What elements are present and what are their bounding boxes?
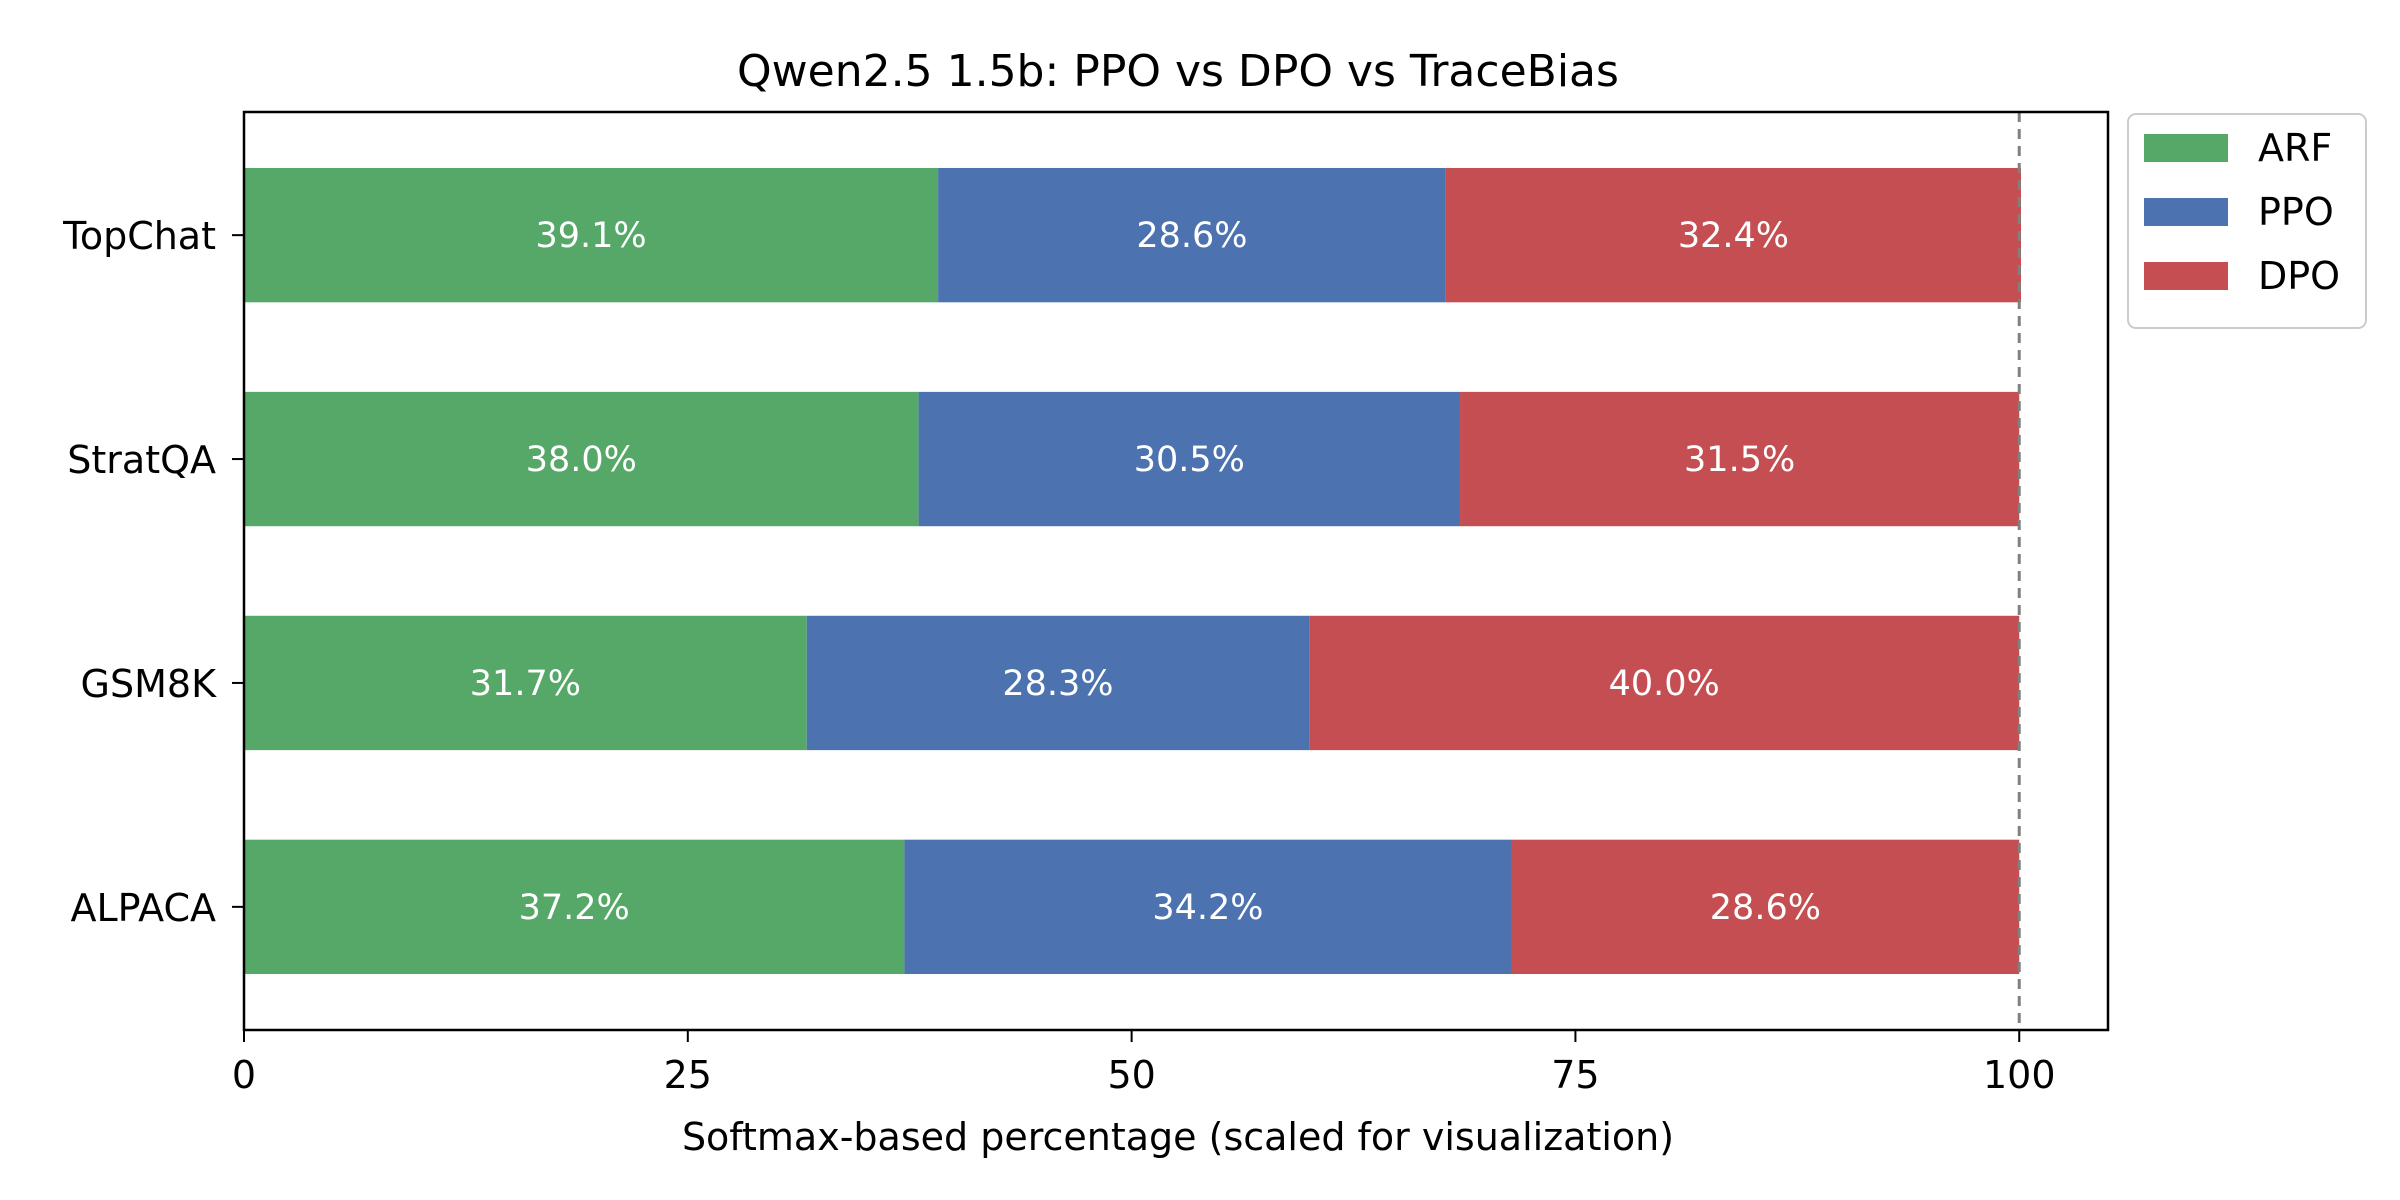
legend-swatch-ppo (2144, 198, 2228, 226)
bar-label-ppo-topchat: 28.6% (1136, 216, 1247, 256)
x-axis-label: Softmax-based percentage (scaled for vis… (682, 1115, 1674, 1159)
legend-swatch-arf (2144, 134, 2228, 162)
x-tick-label: 25 (664, 1053, 712, 1097)
bar-label-dpo-stratqa: 31.5% (1684, 440, 1795, 480)
x-tick-label: 50 (1107, 1053, 1155, 1097)
bar-label-ppo-gsm8k: 28.3% (1002, 664, 1113, 704)
bar-ppo-topchat (938, 167, 1446, 303)
bar-label-arf-topchat: 39.1% (535, 216, 646, 256)
legend-label-arf: ARF (2258, 126, 2332, 170)
chart-title: Qwen2.5 1.5b: PPO vs DPO vs TraceBias (737, 46, 1619, 97)
bar-label-ppo-alpaca: 34.2% (1152, 888, 1263, 928)
bar-label-dpo-topchat: 32.4% (1678, 216, 1789, 256)
bar-arf-topchat (244, 167, 939, 303)
bar-label-ppo-stratqa: 30.5% (1134, 440, 1245, 480)
y-tick-label-topchat: TopChat (62, 214, 216, 258)
legend-swatch-dpo (2144, 262, 2228, 290)
plot-frame (242, 110, 2110, 1032)
bar-ppo-stratqa (918, 391, 1461, 527)
x-tick-label: 100 (1983, 1053, 2056, 1097)
bar-label-dpo-gsm8k: 40.0% (1609, 664, 1720, 704)
bar-arf-alpaca (244, 839, 905, 975)
x-tick-label: 0 (232, 1053, 256, 1097)
bar-ppo-gsm8k (806, 615, 1310, 751)
y-tick-label-alpaca: ALPACA (70, 886, 216, 930)
bar-dpo-stratqa (1460, 391, 2020, 527)
bar-label-dpo-alpaca: 28.6% (1710, 888, 1821, 928)
legend-label-ppo: PPO (2258, 190, 2334, 234)
legend-label-dpo: DPO (2258, 254, 2340, 298)
bar-ppo-alpaca (904, 839, 1512, 975)
y-tick-label-stratqa: StratQA (67, 438, 216, 482)
x-tick-label: 75 (1551, 1053, 1599, 1097)
plot-area: 39.1% 28.6% 32.4% TopChat 38.0% 30.5% 31.5% Str… (62, 110, 2110, 1097)
y-tick-label-gsm8k: GSM8K (81, 662, 218, 706)
bar-label-arf-alpaca: 37.2% (519, 888, 630, 928)
bar-label-arf-gsm8k: 31.7% (470, 664, 581, 704)
bar-label-arf-stratqa: 38.0% (526, 440, 637, 480)
bar-dpo-alpaca (1511, 839, 2020, 975)
bar-dpo-topchat (1445, 167, 2022, 303)
bar-arf-gsm8k (244, 615, 807, 751)
bar-arf-stratqa (244, 391, 919, 527)
legend: ARF PPO DPO (2127, 113, 2367, 329)
bar-dpo-gsm8k (1309, 615, 2020, 751)
